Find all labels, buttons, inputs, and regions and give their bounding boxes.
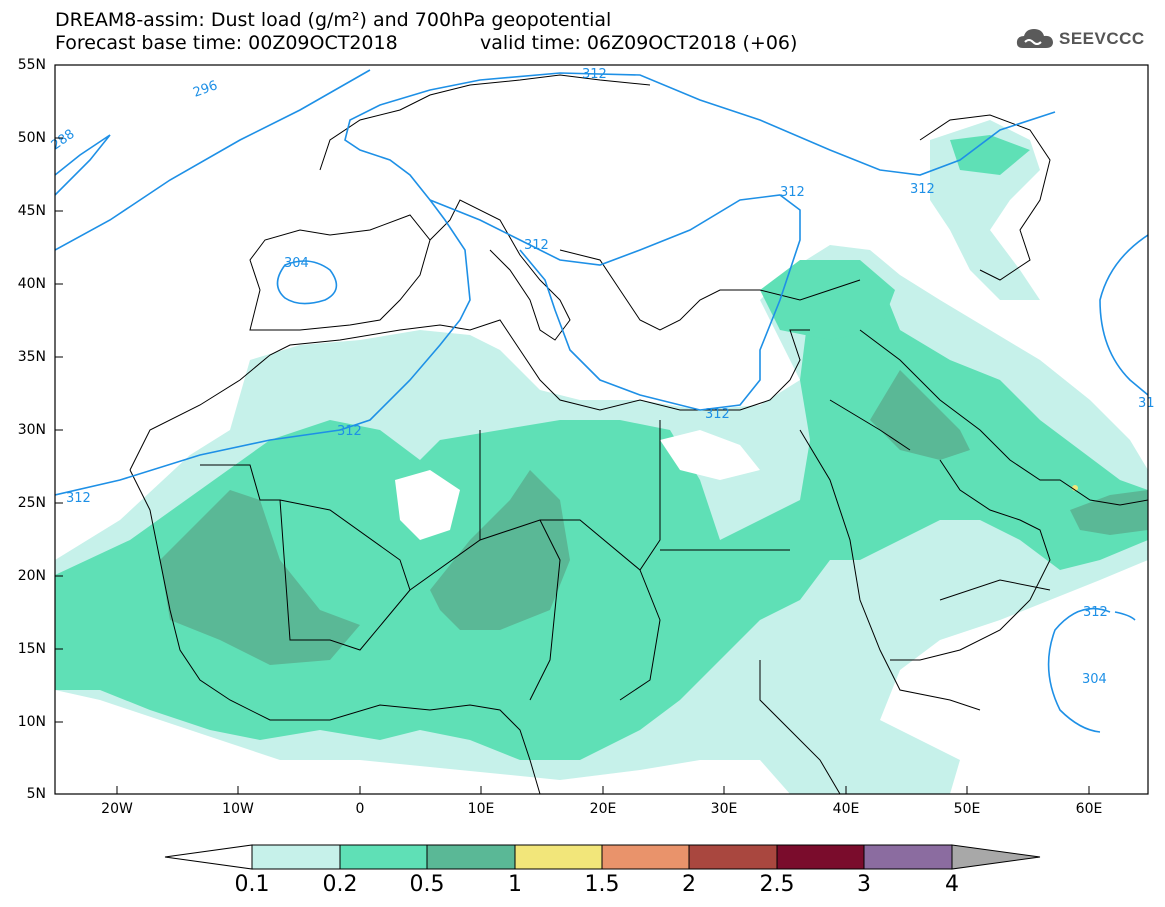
colorbar-label: 1 [508, 872, 522, 897]
contour-label: 312 [1083, 605, 1108, 620]
lat-label: 50N [17, 130, 46, 146]
lat-label: 15N [17, 641, 46, 657]
lat-label: 10N [17, 714, 46, 730]
colorbar [164, 844, 1041, 870]
lon-label: 60E [1075, 801, 1103, 817]
colorbar-segment [339, 844, 428, 870]
lon-label: 50E [953, 801, 981, 817]
lat-label: 45N [17, 203, 46, 219]
lon-label: 10W [222, 801, 254, 817]
colorbar-segment [601, 844, 690, 870]
lon-label: 20E [589, 801, 617, 817]
lat-label: 25N [17, 495, 46, 511]
map-title: DREAM8-assim: Dust load (g/m²) and 700hP… [55, 9, 612, 31]
colorbar-label: 3 [857, 872, 871, 897]
contour-label: 296 [191, 78, 219, 101]
contour-label: 304 [1082, 672, 1107, 687]
colorbar-label: 0.2 [322, 872, 358, 897]
colorbar-label: 0.1 [234, 872, 270, 897]
lon-label: 0 [355, 801, 365, 817]
contour-label: 312 [337, 424, 362, 439]
lat-label: 55N [17, 57, 46, 73]
colorbar-label: 1.5 [584, 872, 620, 897]
contour-label: 312 [582, 67, 607, 82]
lon-label: 30E [710, 801, 738, 817]
geopotential-contours [55, 69, 1148, 733]
contour-label: 312 [705, 407, 730, 422]
colorbar-segment [688, 844, 778, 870]
contour-label: 304 [284, 256, 309, 271]
axis-ticks [55, 64, 1090, 794]
seevccc-logo: SEEVCCC [1015, 26, 1145, 52]
lat-label: 20N [17, 568, 46, 584]
colorbar-under-arrow [164, 844, 253, 870]
lon-label: 20W [101, 801, 133, 817]
lat-label: 40N [17, 276, 46, 292]
valid-time: valid time: 06Z09OCT2018 (+06) [480, 32, 798, 54]
contour-label: 288 [49, 127, 78, 154]
coastlines [129, 74, 1148, 794]
contour-label: 312 [66, 491, 91, 506]
dust-area-dark [160, 490, 360, 665]
forecast-base-time: Forecast base time: 00Z09OCT2018 [55, 32, 398, 54]
dust-load-layer [55, 120, 1148, 794]
logo-text: SEEVCCC [1059, 29, 1145, 48]
colorbar-segment [863, 844, 953, 870]
colorbar-segment [514, 844, 603, 870]
cloud-icon [1016, 29, 1053, 48]
colorbar-label: 2 [682, 872, 696, 897]
lon-label: 40E [832, 801, 860, 817]
lat-label: 30N [17, 422, 46, 438]
colorbar-label: 4 [945, 872, 959, 897]
contour-label: 312 [524, 238, 549, 253]
contour-label: 312 [910, 182, 935, 197]
contour-label: 312 [780, 185, 805, 200]
lat-label: 35N [17, 349, 46, 365]
contour-label: 31 [1138, 396, 1155, 411]
lat-label: 5N [26, 786, 46, 802]
colorbar-segment [251, 844, 341, 870]
colorbar-segment [426, 844, 516, 870]
colorbar-segment [776, 844, 865, 870]
colorbar-over-arrow [951, 844, 1041, 870]
lon-label: 10E [467, 801, 495, 817]
colorbar-label: 0.5 [409, 872, 445, 897]
colorbar-label: 2.5 [759, 872, 795, 897]
